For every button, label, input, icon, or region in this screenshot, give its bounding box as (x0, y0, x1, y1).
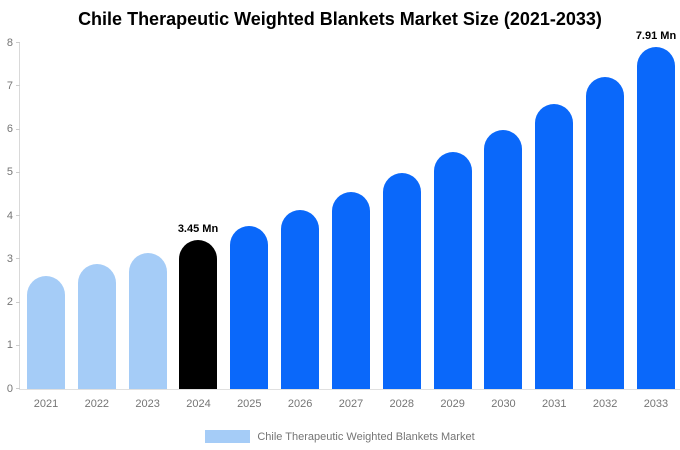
bar-2027 (331, 192, 370, 389)
legend-label: Chile Therapeutic Weighted Blankets Mark… (257, 430, 475, 443)
chart-title: Chile Therapeutic Weighted Blankets Mark… (78, 9, 602, 29)
x-tick-label-2031: 2031 (542, 398, 567, 410)
x-axis-line (19, 389, 680, 390)
y-tick-mark (16, 42, 20, 43)
data-label-2033: 7.91 Mn (635, 29, 677, 42)
y-tick-label-8: 8 (6, 36, 13, 49)
plot-area: 0 1 2 3 4 5 6 7 8 3.45 Mn 7.91 Mn (7, 30, 680, 395)
y-tick-label-6: 6 (6, 123, 13, 135)
y-tick-mark (16, 301, 20, 303)
y-tick-mark (16, 344, 20, 346)
bar-2032 (586, 77, 625, 389)
bar-2022 (77, 264, 116, 389)
y-tick-label-2: 2 (6, 296, 13, 308)
y-tick-label-5: 5 (6, 166, 13, 179)
legend: Chile Therapeutic Weighted Blankets Mark… (0, 430, 680, 443)
bar-2021 (27, 275, 65, 389)
x-tick-label-2021: 2021 (33, 398, 59, 410)
bar-2029 (433, 152, 472, 389)
x-tick-label-2027: 2027 (338, 398, 364, 410)
y-tick-mark (16, 85, 20, 87)
bar-2025 (230, 225, 269, 389)
bar-2031 (535, 104, 574, 389)
x-tick-label-2022: 2022 (84, 398, 110, 410)
bar-2028 (382, 173, 421, 389)
y-axis-line (19, 43, 20, 389)
y-tick-label-7: 7 (6, 79, 13, 92)
x-tick-label-2028: 2028 (389, 398, 415, 410)
bar-2026 (281, 209, 320, 389)
x-tick-label-2033: 2033 (643, 398, 669, 410)
bar-2033 (636, 46, 675, 389)
x-tick-label-2025: 2025 (237, 398, 262, 410)
bar-2030 (484, 129, 523, 389)
x-labels: 2021 2022 2023 2024 2025 2026 2027 2028 2029 2030… (27, 398, 675, 410)
y-tick-label-4: 4 (6, 209, 13, 222)
x-tick-label-2032: 2032 (592, 398, 618, 410)
x-tick-label-2026: 2026 (287, 398, 313, 410)
y-tick-mark (16, 215, 20, 216)
x-tick-label-2023: 2023 (135, 398, 160, 410)
legend-swatch (205, 430, 251, 443)
y-tick-label-1: 1 (6, 339, 13, 352)
bar-2023 (128, 252, 167, 389)
y-tick-label-3: 3 (6, 252, 13, 265)
y-tick-label-0: 0 (6, 382, 13, 395)
y-tick-mark (16, 171, 20, 173)
y-tick-mark (16, 258, 20, 260)
bar-2024 (179, 239, 218, 389)
y-tick-mark (16, 128, 20, 130)
x-tick-label-2030: 2030 (491, 398, 516, 410)
x-tick-label-2029: 2029 (440, 398, 465, 410)
y-tick-mark (16, 388, 20, 389)
bars (27, 43, 675, 389)
data-label-2024: 3.45 Mn (177, 222, 219, 235)
x-tick-label-2024: 2024 (186, 398, 211, 410)
